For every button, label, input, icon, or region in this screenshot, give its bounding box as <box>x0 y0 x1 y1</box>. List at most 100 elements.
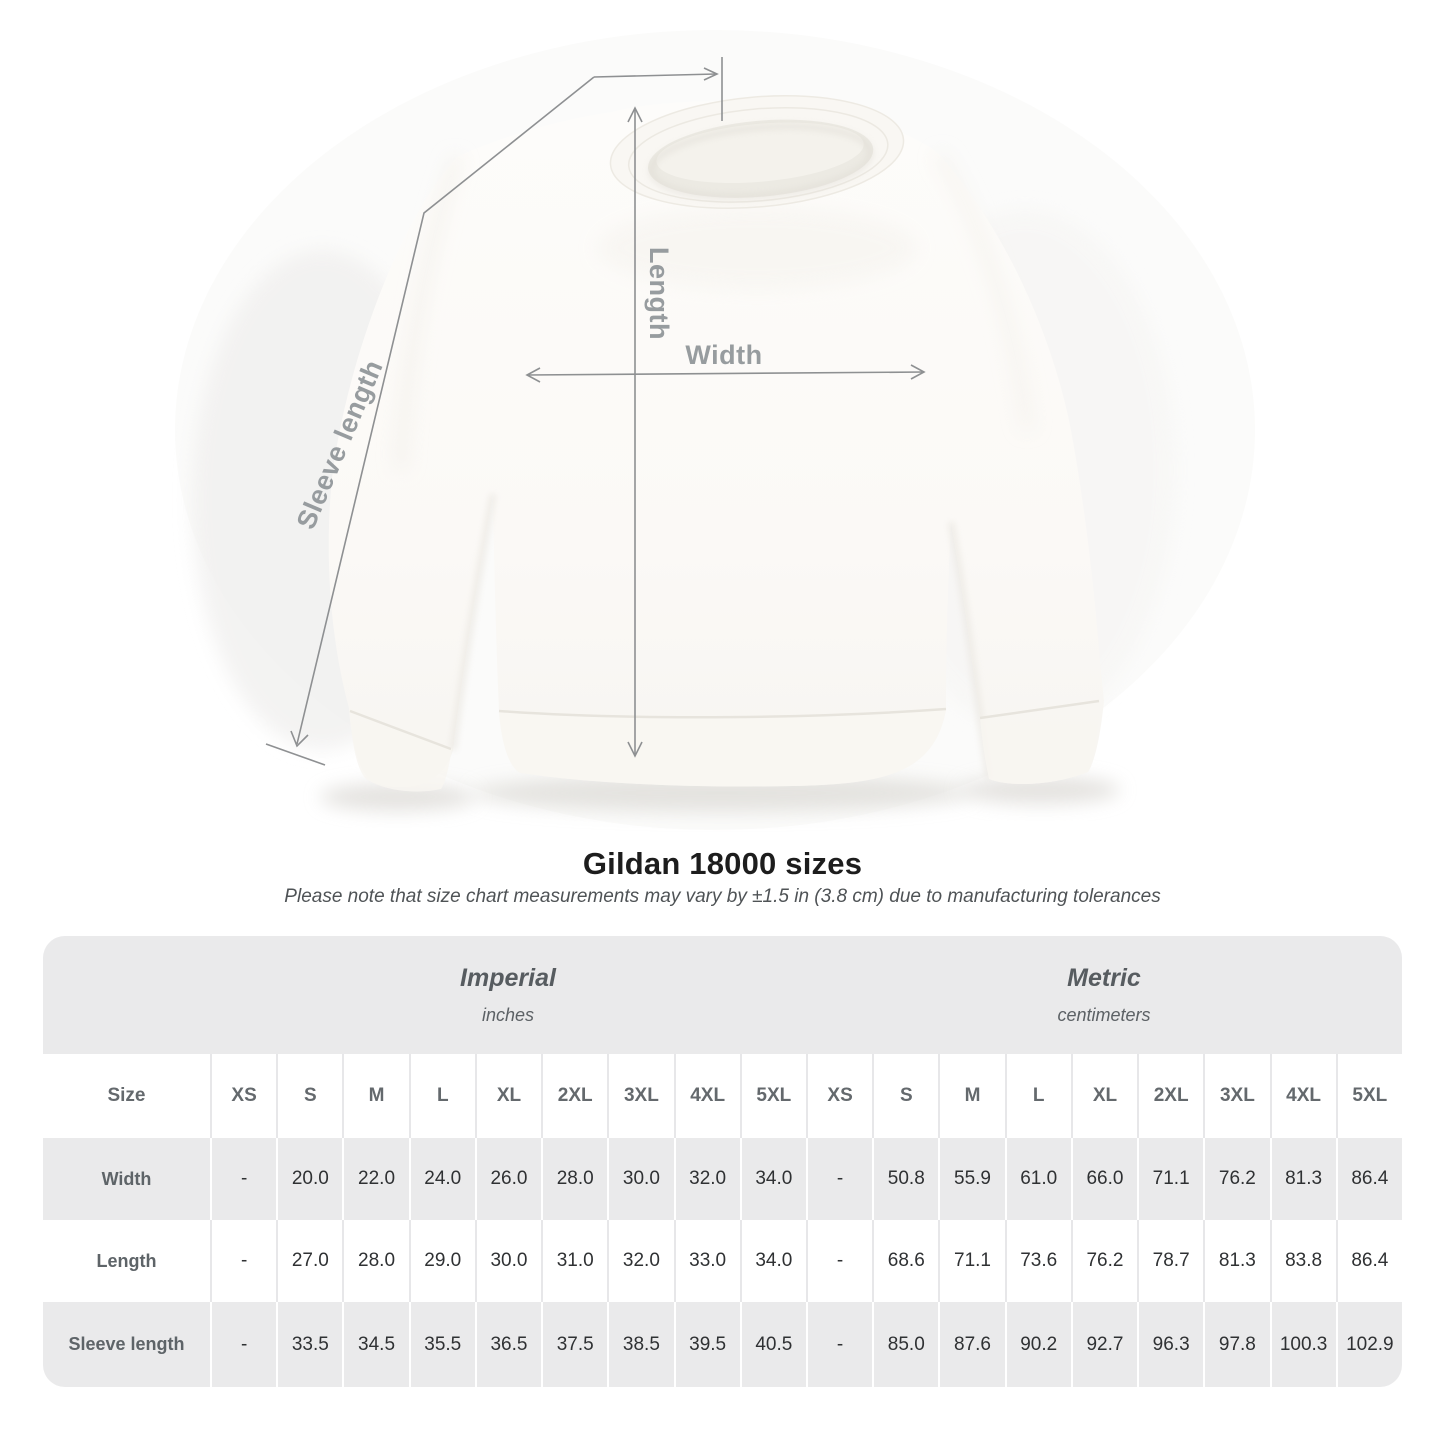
value-cell: 68.6 <box>872 1220 939 1302</box>
value-cell: 26.0 <box>474 1138 542 1220</box>
value-cell: 27.0 <box>276 1220 343 1302</box>
table-row-sleeve-length: Sleeve length - 33.5 34.5 35.5 36.5 37.5… <box>43 1302 1402 1387</box>
value-cell: 73.6 <box>1004 1220 1071 1302</box>
collar <box>609 94 905 210</box>
right-sleeve-fold <box>933 150 1034 431</box>
row-label: Length <box>43 1220 210 1302</box>
value-cell: - <box>210 1138 277 1220</box>
sleeve-arrowhead-right-icon <box>703 67 719 81</box>
right-cuff <box>980 700 1100 785</box>
size-header-cell: M <box>938 1054 1005 1138</box>
width-arrowhead-right-icon <box>910 364 926 380</box>
right-cuff-seam <box>979 699 1100 720</box>
value-cell: 36.5 <box>474 1302 542 1387</box>
sleeve-horizontal-line <box>593 73 717 78</box>
value-cell: 100.3 <box>1269 1302 1336 1387</box>
sleeve-diagonal-line <box>296 76 595 745</box>
value-cell: 33.0 <box>673 1220 740 1302</box>
unit-group-row: Imperial inches Metric centimeters <box>43 936 1402 1054</box>
value-cell: 83.8 <box>1269 1220 1336 1302</box>
value-cell: 50.8 <box>872 1138 939 1220</box>
value-cell: - <box>210 1220 277 1302</box>
value-cell: 92.7 <box>1070 1302 1138 1387</box>
value-cell: 30.0 <box>474 1220 542 1302</box>
value-cell: 90.2 <box>1004 1302 1071 1387</box>
value-cell: 85.0 <box>872 1302 939 1387</box>
value-cell: 96.3 <box>1137 1302 1204 1387</box>
size-table-container: Imperial inches Metric centimeters Size … <box>43 936 1402 1387</box>
right-cuff-shadow <box>960 776 1120 804</box>
size-header-cell: XL <box>1070 1054 1138 1138</box>
size-header-cell: XS <box>805 1054 873 1138</box>
hem-band <box>499 709 946 787</box>
size-header-cell: XS <box>210 1054 277 1138</box>
size-header-cell: L <box>1004 1054 1071 1138</box>
value-cell: 97.8 <box>1203 1302 1270 1387</box>
value-cell: 102.9 <box>1335 1302 1402 1387</box>
hem-seam <box>498 707 947 719</box>
left-underarm-crease <box>450 493 496 751</box>
length-arrowhead-top-icon <box>627 106 643 123</box>
metric-group-header: Metric centimeters <box>805 936 1402 1054</box>
size-header-cell: 4XL <box>1269 1054 1336 1138</box>
length-arrowhead-bottom-icon <box>627 741 643 758</box>
left-cuff <box>350 709 452 792</box>
value-cell: 32.0 <box>607 1220 674 1302</box>
value-cell: - <box>210 1302 277 1387</box>
tolerance-note: Please note that size chart measurements… <box>284 886 1161 907</box>
value-cell: 34.0 <box>739 1138 806 1220</box>
value-cell: 87.6 <box>938 1302 1005 1387</box>
value-cell: 31.0 <box>541 1220 608 1302</box>
value-cell: 55.9 <box>938 1138 1005 1220</box>
size-header-cell: 3XL <box>607 1054 674 1138</box>
value-cell: 78.7 <box>1137 1220 1204 1302</box>
value-cell: 81.3 <box>1269 1138 1336 1220</box>
imperial-group-header: Imperial inches <box>210 936 806 1054</box>
size-header-row: Size XS S M L XL 2XL 3XL 4XL 5XL XS S M … <box>43 1054 1402 1138</box>
size-header-cell: L <box>408 1054 475 1138</box>
page-title: Gildan 18000 sizes <box>582 846 863 881</box>
metric-group-label: Metric <box>1067 964 1141 992</box>
sleeve-arrowhead-end-icon <box>290 730 309 748</box>
sweatshirt-body <box>328 101 1104 788</box>
sweatshirt-graphic: Length Width Sleeve length <box>192 57 1175 812</box>
collar-seam <box>627 106 889 203</box>
value-cell: 32.0 <box>673 1138 740 1220</box>
size-header-cell: M <box>342 1054 409 1138</box>
collar-inner-shadow <box>649 124 873 199</box>
imperial-group-unit: inches <box>481 1005 534 1025</box>
chest-shading <box>597 206 917 290</box>
value-cell: 34.0 <box>739 1220 806 1302</box>
value-cell: 22.0 <box>342 1138 409 1220</box>
size-header-cell: 2XL <box>1137 1054 1204 1138</box>
sleeve-end-tick <box>265 743 326 766</box>
size-chart-page: Length Width Sleeve length Gildan 18000 … <box>43 57 1402 1387</box>
size-header-cell: XL <box>474 1054 542 1138</box>
value-cell: 24.0 <box>408 1138 475 1220</box>
value-cell: 66.0 <box>1070 1138 1138 1220</box>
value-cell: 35.5 <box>408 1302 475 1387</box>
value-cell: 30.0 <box>607 1138 674 1220</box>
width-line <box>526 371 925 376</box>
value-cell: 20.0 <box>276 1138 343 1220</box>
value-cell: - <box>805 1220 873 1302</box>
left-cuff-seam <box>349 709 452 751</box>
width-dimension-label: Width <box>685 340 762 370</box>
table-row-length: Length - 27.0 28.0 29.0 30.0 31.0 32.0 3… <box>43 1220 1402 1302</box>
size-table: Imperial inches Metric centimeters Size … <box>43 936 1402 1387</box>
left-cuff-shadow <box>320 783 476 811</box>
size-header-cell: S <box>872 1054 939 1138</box>
value-cell: 76.2 <box>1070 1220 1138 1302</box>
value-cell: 28.0 <box>342 1220 409 1302</box>
value-cell: - <box>805 1302 873 1387</box>
length-dimension-label: Length <box>644 247 674 340</box>
size-header-cell: 5XL <box>739 1054 806 1138</box>
row-label: Sleeve length <box>43 1302 210 1387</box>
table-row-width: Width - 20.0 22.0 24.0 26.0 28.0 30.0 32… <box>43 1138 1402 1220</box>
value-cell: 86.4 <box>1335 1220 1402 1302</box>
value-cell: 71.1 <box>1137 1138 1204 1220</box>
value-cell: 28.0 <box>541 1138 608 1220</box>
dimension-lines <box>265 57 926 766</box>
value-cell: 33.5 <box>276 1302 343 1387</box>
product-diagram: Length Width Sleeve length <box>192 57 1175 812</box>
